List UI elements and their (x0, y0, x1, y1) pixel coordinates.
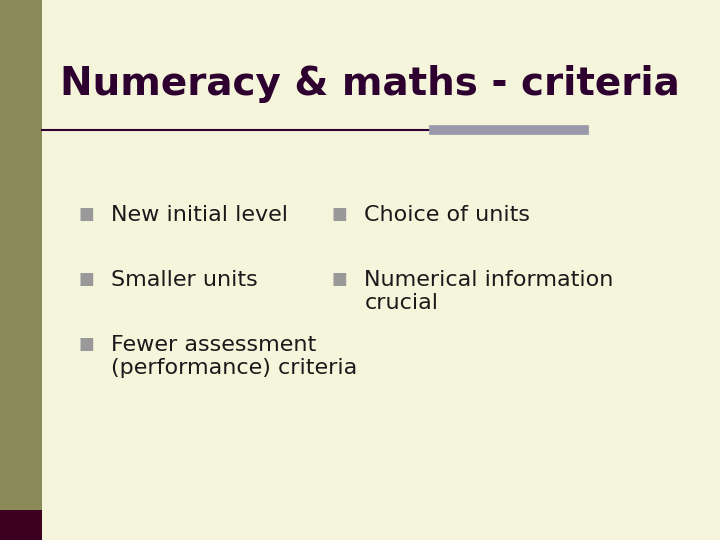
Text: ■: ■ (331, 270, 347, 288)
Text: Numerical information
crucial: Numerical information crucial (364, 270, 614, 313)
Bar (0, 510, 42, 540)
Text: ■: ■ (78, 335, 94, 353)
Text: ■: ■ (78, 270, 94, 288)
Text: Numeracy & maths - criteria: Numeracy & maths - criteria (60, 65, 680, 103)
Text: Fewer assessment
(performance) criteria: Fewer assessment (performance) criteria (112, 335, 358, 378)
Text: Choice of units: Choice of units (364, 205, 531, 225)
Text: New initial level: New initial level (112, 205, 289, 225)
Text: ■: ■ (331, 205, 347, 223)
Text: Smaller units: Smaller units (112, 270, 258, 290)
Text: ■: ■ (78, 205, 94, 223)
Bar (0, 0, 42, 540)
